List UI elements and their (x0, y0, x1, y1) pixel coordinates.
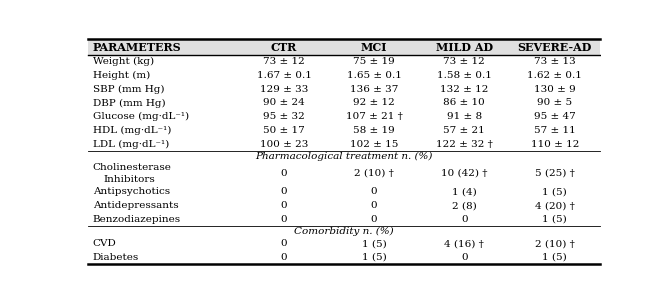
Text: 0: 0 (461, 253, 468, 262)
Text: 0: 0 (281, 215, 287, 224)
Text: 0: 0 (281, 169, 287, 178)
Text: HDL (mg·dL⁻¹): HDL (mg·dL⁻¹) (93, 126, 171, 135)
Bar (88, 55, 600, 69)
Text: 4 (20) †: 4 (20) † (535, 201, 574, 210)
Text: Pharmacological treatment n. (%): Pharmacological treatment n. (%) (255, 152, 433, 161)
Bar (88, 39, 600, 55)
Text: CVD: CVD (93, 239, 116, 248)
Text: 73 ± 12: 73 ± 12 (444, 57, 485, 66)
Text: 1 (5): 1 (5) (542, 187, 567, 196)
Text: 129 ± 33: 129 ± 33 (260, 85, 308, 94)
Text: 1 (5): 1 (5) (542, 215, 567, 224)
Text: 95 ± 32: 95 ± 32 (263, 112, 305, 121)
Text: 132 ± 12: 132 ± 12 (440, 85, 488, 94)
Text: 50 ± 17: 50 ± 17 (263, 126, 305, 135)
Bar (88, 69, 600, 83)
Text: 2 (10) †: 2 (10) † (354, 169, 394, 178)
Text: 0: 0 (281, 253, 287, 262)
Text: Glucose (mg·dL⁻¹): Glucose (mg·dL⁻¹) (93, 112, 189, 121)
Bar (88, 110, 600, 123)
Text: 1 (4): 1 (4) (452, 187, 477, 196)
Text: 0: 0 (281, 187, 287, 196)
Text: 0: 0 (281, 201, 287, 210)
Text: 4 (16) †: 4 (16) † (444, 239, 484, 248)
Text: MILD AD: MILD AD (436, 42, 493, 53)
Text: 10 (42) †: 10 (42) † (441, 169, 488, 178)
Text: 86 ± 10: 86 ± 10 (444, 98, 485, 108)
Text: 5 (25) †: 5 (25) † (535, 169, 574, 178)
Bar (88, 213, 600, 226)
Text: 0: 0 (461, 215, 468, 224)
Text: 102 ± 15: 102 ± 15 (350, 140, 398, 149)
Text: 2 (10) †: 2 (10) † (535, 239, 574, 248)
Bar (88, 226, 600, 237)
Text: 58 ± 19: 58 ± 19 (353, 126, 395, 135)
Text: LDL (mg·dL⁻¹): LDL (mg·dL⁻¹) (93, 140, 169, 149)
Text: Height (m): Height (m) (93, 71, 150, 80)
Text: SEVERE-AD: SEVERE-AD (518, 42, 592, 53)
Text: 107 ± 21 †: 107 ± 21 † (346, 112, 403, 121)
Text: 122 ± 32 †: 122 ± 32 † (436, 140, 493, 149)
Text: 90 ± 5: 90 ± 5 (537, 98, 572, 108)
Text: PARAMETERS: PARAMETERS (93, 42, 182, 53)
Bar (88, 123, 600, 137)
Text: 90 ± 24: 90 ± 24 (263, 98, 305, 108)
Text: Cholinesterase: Cholinesterase (93, 163, 172, 172)
Text: 1 (5): 1 (5) (362, 253, 387, 262)
Text: 91 ± 8: 91 ± 8 (447, 112, 482, 121)
Text: 0: 0 (281, 239, 287, 248)
Text: 1.62 ± 0.1: 1.62 ± 0.1 (527, 71, 582, 80)
Text: Antipsychotics: Antipsychotics (93, 187, 170, 196)
Text: 0: 0 (371, 215, 377, 224)
Text: MCI: MCI (361, 42, 387, 53)
Text: 130 ± 9: 130 ± 9 (534, 85, 576, 94)
Text: Inhibitors: Inhibitors (103, 175, 155, 184)
Text: 73 ± 12: 73 ± 12 (263, 57, 305, 66)
Text: SBP (mm Hg): SBP (mm Hg) (93, 85, 164, 94)
Bar (88, 251, 600, 264)
Text: CTR: CTR (271, 42, 297, 53)
Bar (88, 96, 600, 110)
Text: 0: 0 (371, 201, 377, 210)
Text: 57 ± 21: 57 ± 21 (444, 126, 485, 135)
Text: Diabetes: Diabetes (93, 253, 139, 262)
Text: 57 ± 11: 57 ± 11 (534, 126, 576, 135)
Text: 95 ± 47: 95 ± 47 (534, 112, 576, 121)
Bar (88, 137, 600, 151)
Text: 92 ± 12: 92 ± 12 (353, 98, 395, 108)
Text: 100 ± 23: 100 ± 23 (260, 140, 308, 149)
Text: 1.58 ± 0.1: 1.58 ± 0.1 (437, 71, 492, 80)
Text: 110 ± 12: 110 ± 12 (530, 140, 579, 149)
Text: DBP (mm Hg): DBP (mm Hg) (93, 98, 166, 108)
Text: Antidepressants: Antidepressants (93, 201, 178, 210)
Bar (88, 185, 600, 199)
Text: 75 ± 19: 75 ± 19 (353, 57, 395, 66)
Bar (88, 83, 600, 96)
Text: 2 (8): 2 (8) (452, 201, 477, 210)
Text: Comorbidity n. (%): Comorbidity n. (%) (294, 227, 393, 236)
Bar (88, 161, 600, 185)
Bar (88, 199, 600, 213)
Text: 1 (5): 1 (5) (362, 239, 387, 248)
Text: 136 ± 37: 136 ± 37 (350, 85, 398, 94)
Text: 1.67 ± 0.1: 1.67 ± 0.1 (257, 71, 311, 80)
Text: 1.65 ± 0.1: 1.65 ± 0.1 (347, 71, 401, 80)
Bar (88, 151, 600, 161)
Text: Weight (kg): Weight (kg) (93, 57, 154, 66)
Text: 73 ± 13: 73 ± 13 (534, 57, 576, 66)
Text: Benzodiazepines: Benzodiazepines (93, 215, 181, 224)
Bar (88, 237, 600, 251)
Text: 0: 0 (371, 187, 377, 196)
Text: 1 (5): 1 (5) (542, 253, 567, 262)
